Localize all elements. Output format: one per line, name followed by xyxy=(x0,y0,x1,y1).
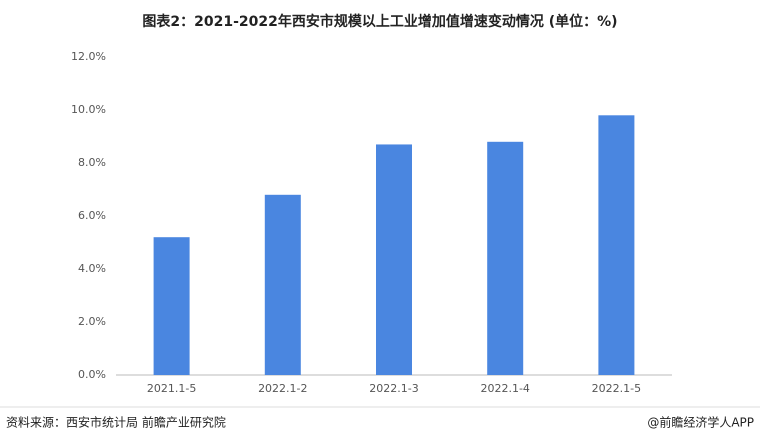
bar xyxy=(598,115,635,376)
bar xyxy=(376,144,412,375)
x-tick-label: 2021.1-5 xyxy=(147,382,196,395)
bar xyxy=(153,237,190,375)
y-tick-label: 10.0% xyxy=(71,103,106,116)
x-tick-label: 2022.1-2 xyxy=(258,382,307,395)
y-tick-label: 0.0% xyxy=(78,368,106,381)
credit: @前瞻经济学人APP xyxy=(647,415,754,430)
y-tick-label: 8.0% xyxy=(78,156,106,169)
y-tick-label: 4.0% xyxy=(78,262,106,275)
x-tick-label: 2022.1-4 xyxy=(480,382,529,395)
x-tick-label: 2022.1-5 xyxy=(592,382,641,395)
y-tick-label: 2.0% xyxy=(78,315,106,328)
source: 资料来源：西安市统计局 前瞻产业研究院 xyxy=(6,415,226,430)
bar xyxy=(487,141,524,375)
y-tick-label: 6.0% xyxy=(78,209,106,222)
chart-title: 图表2：2021-2022年西安市规模以上工业增加值增速变动情况 (单位：%) xyxy=(142,13,617,30)
x-tick-label: 2022.1-3 xyxy=(369,382,418,395)
bar xyxy=(264,194,301,375)
y-tick-label: 12.0% xyxy=(71,50,106,63)
